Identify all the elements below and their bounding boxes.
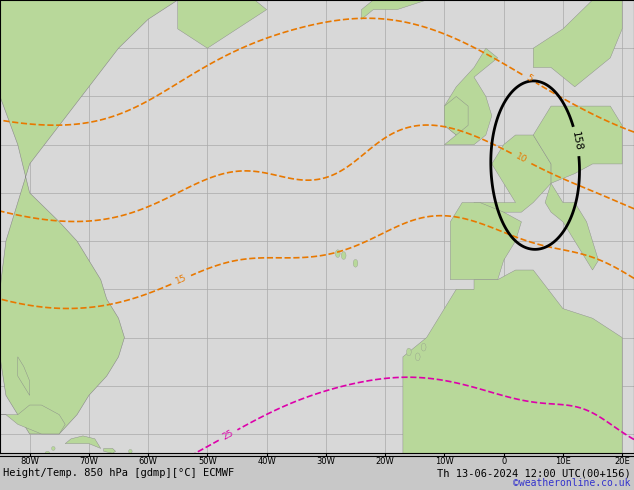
Text: Th 13-06-2024 12:00 UTC(00+156): Th 13-06-2024 12:00 UTC(00+156) (437, 468, 631, 478)
Text: 158: 158 (570, 131, 583, 152)
Circle shape (341, 252, 346, 259)
Ellipse shape (143, 480, 147, 484)
Polygon shape (18, 357, 30, 395)
Polygon shape (65, 436, 101, 448)
Polygon shape (533, 106, 622, 183)
Polygon shape (444, 48, 498, 145)
Polygon shape (178, 0, 267, 48)
Ellipse shape (45, 451, 50, 455)
Polygon shape (104, 448, 115, 453)
Ellipse shape (129, 449, 132, 453)
Circle shape (421, 343, 426, 351)
Text: 5: 5 (524, 74, 534, 84)
Circle shape (353, 259, 358, 267)
Polygon shape (444, 97, 468, 135)
Polygon shape (545, 183, 598, 270)
Text: ©weatheronline.co.uk: ©weatheronline.co.uk (514, 478, 631, 488)
Polygon shape (474, 135, 551, 212)
Polygon shape (450, 202, 521, 280)
Circle shape (415, 353, 420, 361)
Text: 15: 15 (174, 273, 188, 286)
Polygon shape (533, 0, 622, 87)
Polygon shape (403, 270, 622, 453)
Polygon shape (361, 0, 427, 19)
Circle shape (335, 250, 340, 257)
Circle shape (372, 489, 375, 490)
Circle shape (406, 348, 411, 356)
Polygon shape (0, 0, 178, 434)
Circle shape (359, 469, 363, 475)
Ellipse shape (138, 461, 141, 465)
Polygon shape (403, 453, 622, 490)
Text: Height/Temp. 850 hPa [gdmp][°C] ECMWF: Height/Temp. 850 hPa [gdmp][°C] ECMWF (3, 468, 235, 478)
Ellipse shape (51, 446, 55, 450)
Polygon shape (0, 453, 296, 490)
Circle shape (366, 479, 369, 485)
Text: 10: 10 (514, 152, 528, 165)
Text: 25: 25 (221, 428, 235, 442)
Polygon shape (0, 405, 65, 434)
